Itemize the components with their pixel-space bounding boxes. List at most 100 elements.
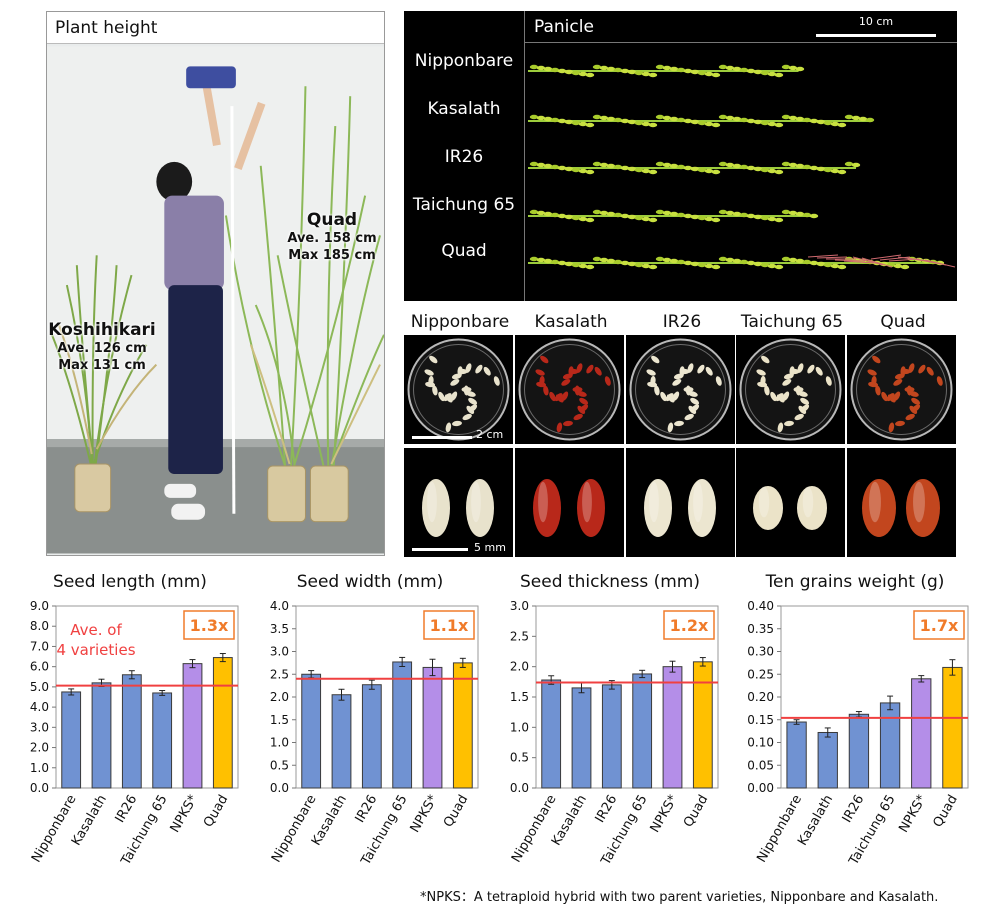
bar [452, 662, 473, 789]
chart-plot: 0.0 1.0 2.0 3.0 4.0 5.0 6.0 7.0 8.0 9.0 Nipponbare… [29, 600, 239, 869]
panicle-header: Panicle [524, 11, 957, 43]
y-tick-label: 6.0 [30, 660, 49, 674]
y-tick-label: 1.0 [30, 761, 49, 775]
x-tick-label: Nipponbare [269, 793, 320, 866]
x-tick-label: Quad [441, 793, 471, 831]
bar [392, 661, 413, 789]
y-tick-label: 3.0 [510, 600, 529, 613]
y-tick-label: 5.0 [30, 680, 49, 694]
ratio-label: 1.1x [430, 616, 469, 635]
bar [361, 684, 382, 789]
koshihikari-name: Koshihikari [48, 320, 156, 340]
dish-scale-bar [412, 436, 472, 439]
x-tick-label: Nipponbare [754, 793, 805, 866]
quad-average-height: Ave. 158 cm [287, 231, 377, 246]
y-tick-label: 0.0 [510, 781, 529, 795]
seed-dish-photo [404, 335, 513, 444]
seed-label-ir26: IR26 [662, 312, 702, 332]
bar [61, 691, 82, 789]
chart-title: Seed length (mm) [53, 572, 207, 592]
x-tick-label: Nipponbare [29, 793, 80, 866]
panicle-panel: Panicle 10 cm Nipponbare Kasalath IR26 T… [404, 11, 957, 301]
y-tick-label: 0.5 [510, 751, 529, 765]
chart-ten-grains-weight: Ten grains weight (g) 0.00 0.05 0.10 0.15 0.… [735, 572, 975, 872]
x-tick-label: Nipponbare [509, 793, 560, 866]
quad-height-label: Quad Ave. 158 cm Max 185 cm [287, 210, 377, 264]
panicle-label-kasalath: Kasalath [427, 99, 501, 119]
ratio-box [183, 610, 235, 640]
panicle-3 [528, 161, 861, 175]
y-tick-label: 7.0 [30, 639, 49, 653]
x-tick-label: IR26 [353, 793, 381, 826]
x-tick-label: Quad [681, 793, 711, 831]
chart-seed-thickness: Seed thickness (mm) 0.0 0.5 1.0 1.5 2.0 2.5 3.… [490, 572, 730, 872]
seed-grain-closeup [626, 448, 735, 557]
koshihikari-max-height: Max 131 cm [58, 358, 146, 373]
chart-title: Ten grains weight (g) [765, 572, 945, 592]
seed-label-taichung65: Taichung 65 [740, 312, 844, 332]
ratio-label: 1.7x [920, 616, 959, 635]
panicle-label-nipponbare: Nipponbare [414, 51, 514, 71]
bar [571, 687, 592, 789]
seed-label-kasalath: Kasalath [534, 312, 608, 332]
seed-grain-closeup [515, 448, 624, 557]
panicle-label-taichung65: Taichung 65 [412, 195, 516, 215]
quad-name: Quad [306, 210, 358, 230]
y-tick-label: 3.0 [270, 645, 289, 659]
chart-seed-length: Seed length (mm) 0.0 1.0 2.0 3.0 4.0 5.0 6.0 7.… [10, 572, 250, 872]
y-tick-label: 2.0 [30, 741, 49, 755]
y-tick-label: 0.20 [747, 690, 774, 704]
plant-height-panel: Plant height [46, 11, 385, 556]
bar [121, 674, 142, 789]
plot-area [55, 605, 239, 789]
x-tick-label: IR26 [840, 793, 868, 826]
koshihikari-average-height: Ave. 126 cm [57, 341, 147, 356]
chart-title: Seed width (mm) [296, 572, 444, 592]
y-tick-label: 0.25 [747, 667, 774, 681]
y-tick-label: 0.15 [747, 713, 774, 727]
y-tick-label: 0.00 [747, 781, 774, 795]
chart-title: Seed thickness (mm) [520, 572, 700, 592]
average-label: Ave. of [70, 621, 122, 639]
grain-scale-label: 5 mm [474, 541, 506, 554]
bar [422, 666, 443, 789]
panicle-scale-label: 10 cm [858, 15, 894, 28]
y-tick-label: 1.0 [510, 720, 529, 734]
panicle-images [528, 64, 956, 270]
x-tick-label: Quad [931, 793, 961, 831]
quad-max-height: Max 185 cm [288, 248, 376, 263]
seed-grain-closeup [736, 448, 845, 557]
bar [91, 682, 112, 789]
bar [879, 702, 901, 789]
y-tick-label: 2.0 [510, 660, 529, 674]
ratio-box [663, 610, 715, 640]
y-tick-label: 0.0 [270, 781, 289, 795]
bar [911, 678, 932, 789]
bar [817, 731, 838, 789]
panicle-2 [528, 114, 875, 128]
y-tick-label: 1.5 [510, 690, 529, 704]
bar [601, 684, 622, 789]
seed-grain-closeup [404, 448, 513, 557]
y-tick-label: 0.40 [747, 600, 774, 613]
bar [182, 663, 203, 789]
bar [786, 721, 807, 789]
x-tick-label: NPKS* [648, 792, 682, 835]
grain-scale-bar [412, 548, 468, 551]
y-tick-label: 2.5 [510, 629, 529, 643]
bar [692, 661, 713, 789]
panicle-scale-bar [816, 34, 936, 37]
y-tick-label: 8.0 [30, 619, 49, 633]
seed-dish-photo [626, 335, 735, 444]
bar [152, 692, 173, 789]
seed-dish-photo [847, 335, 956, 444]
footnote: *NPKS：A tetraploid hybrid with two paren… [420, 890, 939, 905]
ratio-label: 1.2x [670, 616, 709, 635]
ratio-label: 1.3x [190, 616, 229, 635]
koshihikari-height-label: Koshihikari Ave. 126 cm Max 131 cm [47, 320, 157, 374]
y-tick-label: 0.05 [747, 758, 774, 772]
ratio-box [423, 610, 475, 640]
y-tick-label: 0.10 [747, 736, 774, 750]
chart-plot: 0.00.51.01.52.02.53.03.54.0NipponbareKas… [269, 600, 479, 869]
